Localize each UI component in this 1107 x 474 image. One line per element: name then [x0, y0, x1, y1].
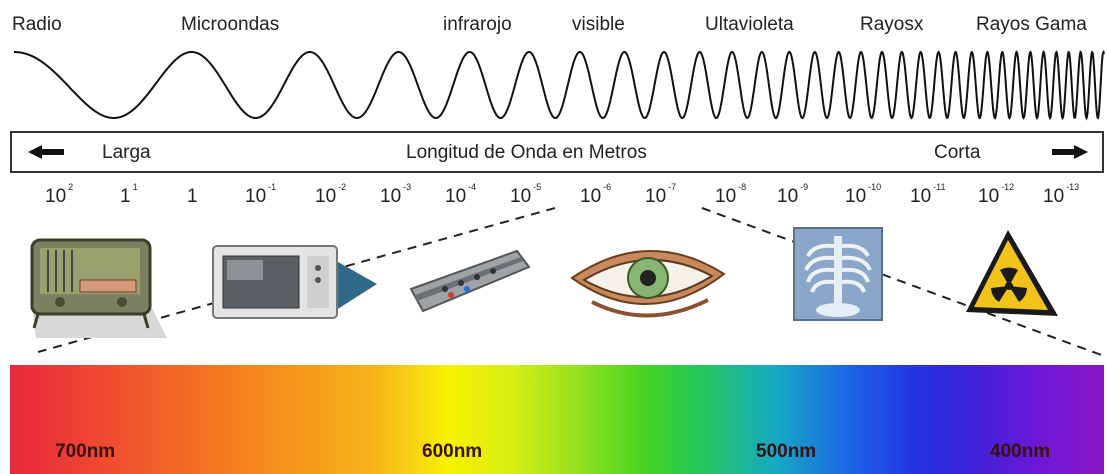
tick-exponent: -6	[603, 182, 612, 192]
nm-label-400: 400nm	[990, 441, 1051, 462]
wavelength-tick: 10 -6	[580, 182, 611, 208]
tick-base: 10	[645, 186, 667, 207]
nm-label-600: 600nm	[422, 441, 483, 462]
band-label-microwave: Microondas	[181, 14, 280, 35]
tick-base: 10	[1043, 186, 1065, 207]
tick-base: 10	[777, 186, 799, 207]
tick-base: 10	[510, 186, 532, 207]
tick-base: 10	[315, 186, 337, 207]
wave-line	[14, 49, 1105, 121]
wavelength-tick: 10 -1	[245, 182, 276, 208]
tick-exponent: -13	[1066, 182, 1080, 192]
tick-base: 10	[910, 186, 932, 207]
radiation-warning-icon	[966, 230, 1058, 316]
wavelength-tick: 10 -13	[1043, 182, 1079, 208]
nm-label-500: 500nm	[756, 441, 817, 462]
long-wavelength-label: Larga	[102, 142, 151, 163]
wavelength-tick: 10 2	[45, 182, 73, 208]
tick-exponent: -8	[738, 182, 747, 192]
tick-base: 10	[445, 186, 467, 207]
band-label-infrared: infrarojo	[443, 14, 512, 35]
wavelength-tick: 10 -7	[645, 182, 676, 208]
wavelength-tick: 1	[187, 186, 198, 208]
tick-base: 10	[245, 186, 267, 207]
wavelength-tick: 10 -3	[380, 182, 411, 208]
wavelength-tick: 10 -10	[845, 182, 881, 208]
radio-icon	[30, 238, 167, 338]
tick-exponent: -5	[533, 182, 542, 192]
wavelength-bar-title: Longitud de Onda en Metros	[406, 142, 647, 163]
tick-exponent: -9	[800, 182, 809, 192]
wavelength-bar: Larga Longitud de Onda en Metros Corta	[10, 131, 1104, 173]
wavelength-tick: 10 -8	[715, 182, 746, 208]
tick-exponent: -2	[338, 182, 347, 192]
tick-base: 10	[380, 186, 402, 207]
wavelength-tick: 10 -11	[910, 182, 945, 208]
wavelength-tick: 10 -2	[315, 182, 346, 208]
tick-exponent: -11	[933, 182, 946, 192]
remote-control-icon	[409, 249, 531, 313]
eye-icon	[570, 250, 726, 318]
tick-exponent: -1	[268, 182, 277, 192]
tick-exponent: 1	[132, 182, 138, 192]
band-label-ultraviolet: Ultavioleta	[705, 14, 794, 35]
tick-base: 10	[978, 186, 1000, 207]
tick-base: 10	[45, 186, 67, 207]
wavelength-tick: 10 -12	[978, 182, 1014, 208]
tick-exponent: -4	[468, 182, 477, 192]
short-wavelength-label: Corta	[934, 142, 981, 163]
tick-exponent: -3	[403, 182, 412, 192]
tick-base: 1	[120, 186, 131, 207]
arrow-right-icon	[1052, 145, 1088, 159]
xray-icon	[793, 227, 883, 321]
tick-base: 10	[715, 186, 737, 207]
band-label-xray: Rayosx	[860, 14, 924, 35]
band-label-radio: Radio	[12, 14, 62, 35]
tick-exponent: -7	[668, 182, 677, 192]
tick-base: 1	[187, 186, 198, 207]
tick-base: 10	[845, 186, 867, 207]
band-label-visible: visible	[572, 14, 625, 35]
wavelength-tick: 10 -5	[510, 182, 541, 208]
visible-spectrum-band	[10, 365, 1104, 474]
tick-exponent: 2	[68, 182, 74, 192]
frequency-wave	[14, 49, 1105, 121]
tick-exponent: -10	[868, 182, 882, 192]
tick-base: 10	[580, 186, 602, 207]
wavelength-tick: 10 -4	[445, 182, 476, 208]
band-label-gamma: Rayos Gama	[976, 14, 1087, 35]
tick-exponent: -12	[1001, 182, 1015, 192]
wavelength-tick: 10 -9	[777, 182, 808, 208]
nm-label-700: 700nm	[55, 441, 116, 462]
microwave-oven-icon	[212, 245, 377, 319]
arrow-left-icon	[28, 145, 64, 159]
